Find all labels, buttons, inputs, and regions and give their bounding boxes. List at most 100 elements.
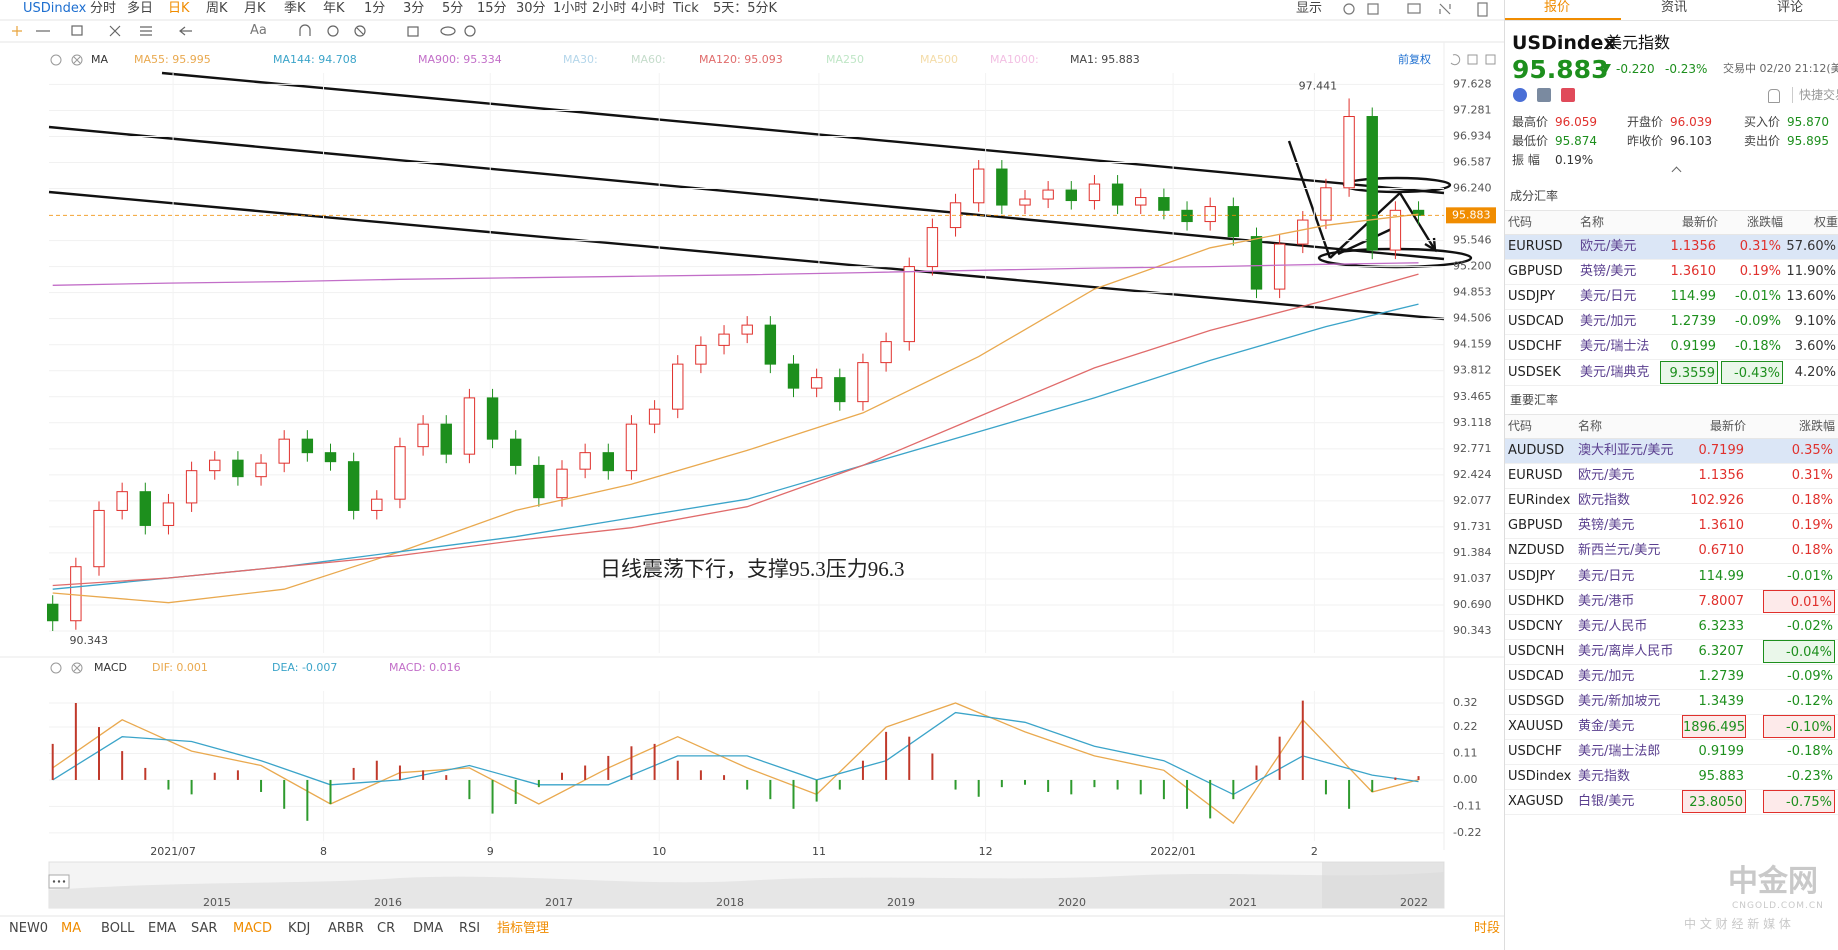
- table-cell[interactable]: USDSGD: [1508, 694, 1565, 709]
- quick-trade[interactable]: 快捷交易: [1792, 87, 1838, 103]
- x-tick-label: 2022/01: [1150, 845, 1196, 858]
- indicator-tab[interactable]: DMA: [413, 921, 444, 936]
- symbol-tab[interactable]: USDindex: [23, 1, 87, 16]
- period-tab[interactable]: 1分: [364, 1, 386, 16]
- quote-tab[interactable]: 评论: [1777, 0, 1804, 15]
- period-tab[interactable]: 多日: [127, 1, 154, 16]
- period-tab[interactable]: 周K: [206, 1, 228, 16]
- period-tab[interactable]: 分时: [90, 1, 117, 16]
- table-cell[interactable]: AUDUSD: [1508, 443, 1565, 458]
- period-tab[interactable]: Tick: [673, 1, 699, 16]
- table-cell: -0.01%: [1787, 568, 1833, 584]
- table-cell: 0.19%: [1739, 264, 1781, 280]
- navigator-window[interactable]: [1322, 862, 1444, 908]
- legend-entry[interactable]: DIF: 0.001: [152, 661, 208, 674]
- table-cell[interactable]: GBPUSD: [1508, 518, 1563, 534]
- period-tab[interactable]: 1小时: [553, 1, 588, 16]
- legend-entry[interactable]: DEA: -0.007: [272, 661, 338, 674]
- quote-tab[interactable]: 资讯: [1661, 0, 1688, 15]
- table-cell[interactable]: USDCNY: [1508, 618, 1563, 634]
- quote-tab[interactable]: 报价: [1544, 0, 1571, 15]
- drawing-tools[interactable]: [12, 24, 476, 37]
- row-border: [1505, 463, 1838, 464]
- legend-entry[interactable]: MA500: [920, 53, 959, 66]
- table-cell[interactable]: USDJPY: [1508, 289, 1556, 305]
- indicator-tab[interactable]: EMA: [148, 921, 177, 936]
- table-cell[interactable]: USDCAD: [1508, 668, 1564, 684]
- indicator-tab[interactable]: MA: [61, 921, 82, 936]
- table-cell[interactable]: USDindex: [1508, 769, 1572, 785]
- indicator-tab[interactable]: 指标管理: [497, 921, 550, 936]
- legend-entry[interactable]: MACD: 0.016: [389, 661, 461, 674]
- font-tool[interactable]: Aa: [250, 23, 267, 38]
- y-tick-label: 0.11: [1453, 747, 1478, 760]
- quote-icon[interactable]: [1561, 88, 1575, 102]
- period-tab[interactable]: 2小时: [592, 1, 627, 16]
- legend-icons[interactable]: [50, 54, 1496, 674]
- period-tab[interactable]: 月K: [244, 1, 266, 16]
- legend-entry[interactable]: MA1: 95.883: [1070, 53, 1140, 66]
- indicator-tab[interactable]: BOLL: [101, 921, 135, 936]
- indicator-tab[interactable]: MACD: [233, 921, 272, 936]
- period-tab[interactable]: 3分: [403, 1, 425, 16]
- period-tab[interactable]: 5天：5分K: [713, 1, 778, 16]
- table-cell[interactable]: EURindex: [1508, 493, 1571, 509]
- table-cell: -0.18%: [1735, 339, 1781, 355]
- candle-body: [1111, 183, 1124, 206]
- x-tick-label: 10: [652, 845, 666, 858]
- legend-entry[interactable]: MA55: 95.995: [134, 53, 211, 66]
- low-label: 90.343: [69, 634, 108, 647]
- legend-entry[interactable]: MA60:: [631, 53, 666, 66]
- navigator-year: 2022: [1400, 896, 1428, 909]
- quote-icon[interactable]: [1537, 88, 1551, 102]
- period-tab[interactable]: 年K: [323, 1, 345, 16]
- table-cell[interactable]: USDHKD: [1508, 593, 1565, 609]
- candle-body: [810, 377, 823, 389]
- table-cell[interactable]: USDJPY: [1508, 568, 1556, 584]
- y-tick-label: 96.934: [1453, 129, 1492, 142]
- stat-label: 开盘价: [1627, 115, 1664, 129]
- indicator-tab[interactable]: SAR: [191, 921, 218, 936]
- display-menu[interactable]: 显示: [1296, 1, 1323, 16]
- quote-panel: [1504, 0, 1838, 950]
- table-cell[interactable]: EURUSD: [1508, 239, 1563, 254]
- legend-entry[interactable]: MA120: 95.093: [699, 53, 783, 66]
- table-cell[interactable]: NZDUSD: [1508, 543, 1565, 559]
- table-cell[interactable]: USDCHF: [1508, 339, 1563, 355]
- navigator-area: [49, 872, 1444, 908]
- table-cell[interactable]: USDCAD: [1508, 314, 1564, 330]
- indicator-tab[interactable]: NEW0: [9, 921, 49, 936]
- indicator-label[interactable]: MACD: [94, 661, 127, 674]
- period-tab[interactable]: 30分: [516, 1, 546, 16]
- row-border: [1505, 284, 1838, 286]
- table-cell[interactable]: USDCHF: [1508, 744, 1563, 760]
- indicator-tab[interactable]: KDJ: [288, 921, 311, 936]
- legend-entry[interactable]: MA30:: [563, 53, 598, 66]
- adjust-toggle[interactable]: 前复权: [1398, 53, 1431, 66]
- period-tab[interactable]: 4小时: [631, 1, 666, 16]
- quote-icon[interactable]: [1513, 88, 1527, 102]
- period-tab[interactable]: 季K: [284, 1, 306, 16]
- period-tab[interactable]: 5分: [442, 1, 464, 16]
- table-cell[interactable]: USDSEK: [1508, 364, 1561, 380]
- legend-entry[interactable]: MA1000:: [990, 53, 1039, 66]
- table-cell[interactable]: EURUSD: [1508, 468, 1563, 484]
- indicator-tab[interactable]: CR: [377, 921, 396, 936]
- legend-entry[interactable]: MA144: 94.708: [273, 53, 357, 66]
- table-cell[interactable]: USDCNH: [1508, 643, 1565, 659]
- legend-entry[interactable]: MA900: 95.334: [418, 53, 502, 66]
- table-cell[interactable]: GBPUSD: [1508, 264, 1563, 280]
- indicator-tab[interactable]: RSI: [459, 921, 481, 936]
- bell-icon[interactable]: [1768, 89, 1780, 103]
- period-tab[interactable]: 日K: [168, 1, 190, 16]
- window-icons[interactable]: [1343, 2, 1488, 17]
- candle-body: [486, 397, 499, 440]
- session-tab[interactable]: 时段: [1474, 921, 1501, 936]
- indicator-tab[interactable]: ARBR: [328, 921, 364, 936]
- candle-body: [324, 452, 337, 463]
- table-cell[interactable]: XAUUSD: [1508, 719, 1564, 735]
- indicator-label[interactable]: MA: [91, 53, 109, 66]
- legend-entry[interactable]: MA250: [826, 53, 865, 66]
- period-tab[interactable]: 15分: [477, 1, 507, 16]
- table-cell[interactable]: XAGUSD: [1508, 794, 1564, 810]
